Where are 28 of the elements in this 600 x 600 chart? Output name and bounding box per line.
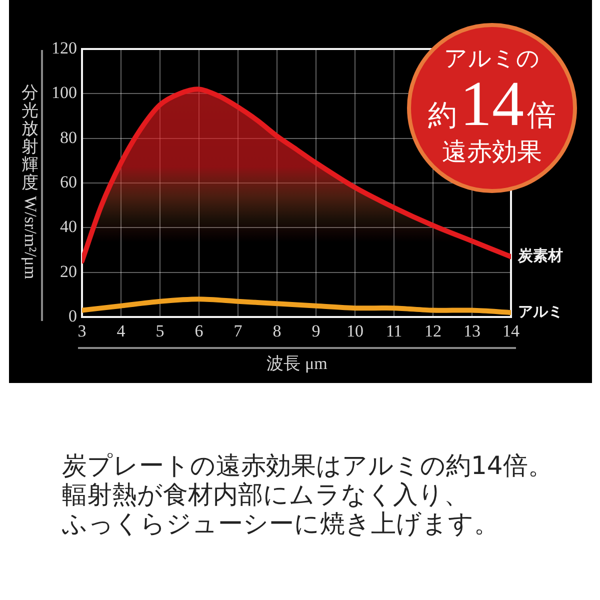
series-label: アルミ bbox=[518, 304, 563, 320]
y-tick-label: 80 bbox=[60, 128, 77, 147]
x-tick-label: 12 bbox=[424, 322, 442, 341]
x-tick-label: 7 bbox=[234, 322, 243, 341]
text: 輻射熱が食材内部にムラなく入り、 bbox=[62, 480, 470, 509]
x-axis-title: 波長 μm bbox=[266, 353, 328, 375]
annotation: 遠赤効果 bbox=[442, 139, 542, 166]
y-tick-label: 0 bbox=[68, 306, 77, 326]
y-tick-label: 120 bbox=[52, 38, 77, 58]
y-axis-title: 分光放射輝度 W/sr/m²/μm bbox=[21, 83, 40, 280]
text: 炭プレートの遠赤効果はアルミの約14倍。 bbox=[62, 451, 553, 480]
annotation: アルミの bbox=[444, 46, 540, 71]
x-tick-label: 9 bbox=[312, 322, 320, 341]
x-tick-label: 11 bbox=[386, 322, 402, 341]
x-tick-label: 3 bbox=[78, 322, 86, 341]
y-tick-label: 60 bbox=[60, 172, 77, 192]
y-tick-label: 100 bbox=[52, 83, 77, 102]
x-tick-label: 8 bbox=[272, 322, 282, 341]
y-tick-label: 20 bbox=[60, 262, 77, 281]
x-tick-label: 6 bbox=[194, 322, 204, 341]
y-tick-label: 40 bbox=[60, 217, 77, 236]
x-tick-label: 13 bbox=[464, 322, 480, 341]
series-label: 炭素材 bbox=[517, 248, 563, 265]
text: ふっくらジューシーに焼き上げます。 bbox=[62, 509, 500, 538]
x-tick-label: 4 bbox=[116, 322, 126, 341]
x-tick-label: 10 bbox=[346, 322, 364, 341]
x-tick-label: 14 bbox=[502, 322, 520, 341]
x-tick-label: 5 bbox=[156, 322, 164, 341]
